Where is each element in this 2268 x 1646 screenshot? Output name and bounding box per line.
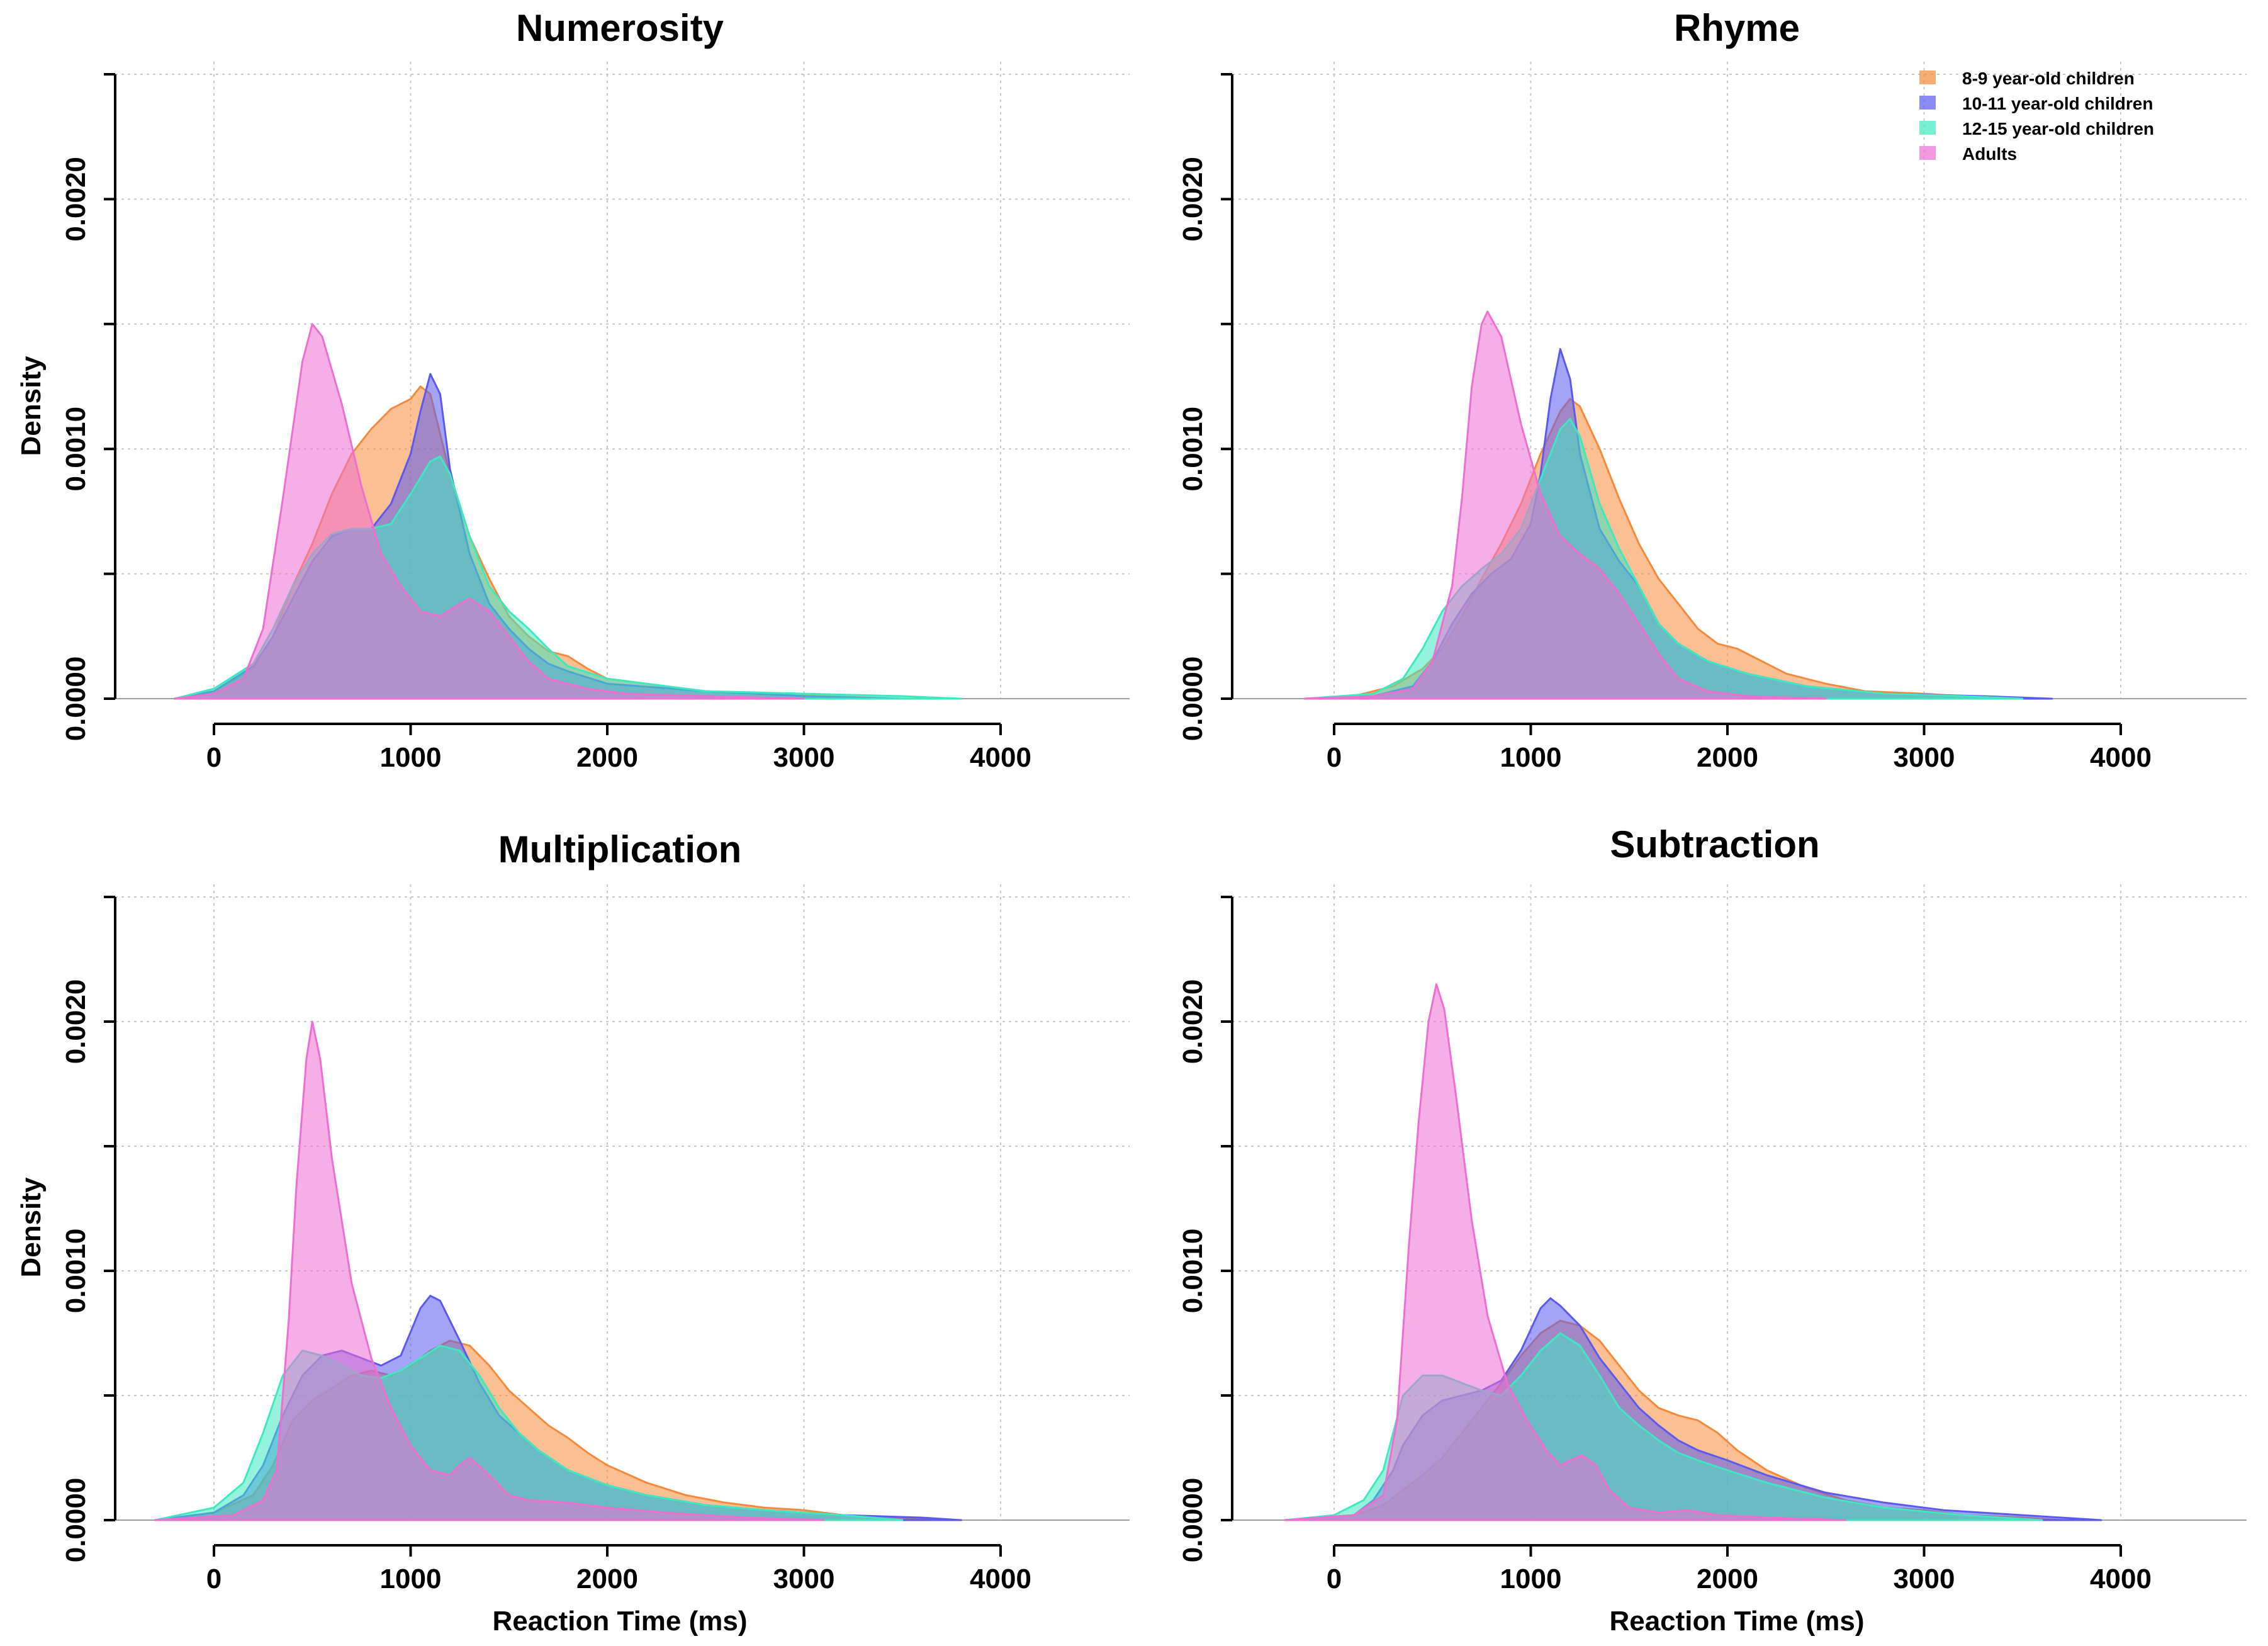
x-axis-label: Reaction Time (ms) bbox=[492, 1606, 747, 1637]
y-tick-label: 0.0000 bbox=[60, 1478, 91, 1563]
legend-swatch-g4 bbox=[1919, 146, 1936, 160]
x-tick-label: 4000 bbox=[970, 742, 1031, 773]
legend-label-g1: 8-9 year-old children bbox=[1962, 69, 2135, 88]
x-tick-label: 3000 bbox=[773, 742, 835, 773]
y-tick-label: 0.0010 bbox=[1177, 1229, 1208, 1314]
x-tick-label: 3000 bbox=[1894, 742, 1955, 773]
panel-multiplication: 0.0000 0.0010 0.0020 0 1000 2000 3000 4000 Mult… bbox=[16, 828, 1130, 1637]
plot-area: 0.0000 0.0010 0.0020 0 1000 2000 3000 4000 bbox=[60, 62, 1130, 773]
y-tick-label: 0.0010 bbox=[60, 407, 91, 492]
density-area-g3 bbox=[1303, 418, 2024, 700]
panel-title: Rhyme bbox=[1674, 7, 1800, 49]
x-tick-label: 1000 bbox=[380, 1564, 442, 1594]
x-tick-label: 0 bbox=[206, 1564, 222, 1594]
legend-swatch-g3 bbox=[1919, 121, 1936, 135]
y-axis: 0.0000 0.0010 0.0020 bbox=[60, 73, 116, 741]
legend-label-g2: 10-11 year-old children bbox=[1962, 94, 2153, 113]
panel-subtraction: 0.0000 0.0010 0.0020 0 1000 2000 3000 4000 Subt… bbox=[1177, 823, 2247, 1637]
density-area-g4 bbox=[1303, 310, 1827, 700]
x-tick-label: 0 bbox=[1327, 1564, 1342, 1594]
x-axis: 0 1000 2000 3000 4000 bbox=[206, 1544, 1031, 1594]
legend-label-g3: 12-15 year-old children bbox=[1962, 119, 2154, 138]
density-area-g4 bbox=[154, 1020, 825, 1521]
y-axis: 0.0000 0.0010 0.0020 bbox=[60, 896, 116, 1563]
plot-area: 0.0000 0.0010 0.0020 0 1000 2000 3000 4000 bbox=[1177, 62, 2247, 773]
x-tick-label: 4000 bbox=[970, 1564, 1031, 1594]
x-axis: 0 1000 2000 3000 4000 bbox=[1327, 723, 2152, 773]
density-area-g4 bbox=[174, 323, 805, 700]
x-tick-label: 4000 bbox=[2090, 742, 2152, 773]
y-axis-label: Density bbox=[16, 356, 47, 456]
y-tick-label: 0.0000 bbox=[1177, 1478, 1208, 1563]
x-axis: 0 1000 2000 3000 4000 bbox=[1327, 1544, 2152, 1594]
x-tick-label: 3000 bbox=[773, 1564, 835, 1594]
panel-rhyme: 0.0000 0.0010 0.0020 0 1000 2000 3000 4000 Rhym… bbox=[1177, 7, 2247, 773]
y-tick-label: 0.0000 bbox=[60, 657, 91, 741]
y-tick-label: 0.0000 bbox=[1177, 657, 1208, 741]
panel-title: Numerosity bbox=[516, 7, 724, 49]
legend: 8-9 year-old children 10-11 year-old chi… bbox=[1919, 69, 2154, 164]
x-tick-label: 0 bbox=[206, 742, 222, 773]
panel-title: Subtraction bbox=[1610, 823, 1819, 865]
panel-numerosity: 0.0000 0.0010 0.0020 0 1000 2000 3000 4000 Nume… bbox=[16, 7, 1130, 773]
x-tick-label: 2000 bbox=[1697, 742, 1758, 773]
x-tick-label: 1000 bbox=[1500, 1564, 1562, 1594]
x-tick-label: 2000 bbox=[1697, 1564, 1758, 1594]
y-tick-label: 0.0020 bbox=[60, 157, 91, 242]
y-tick-label: 0.0020 bbox=[1177, 979, 1208, 1064]
plot-area: 0.0000 0.0010 0.0020 0 1000 2000 3000 4000 bbox=[1177, 884, 2247, 1594]
legend-label-g4: Adults bbox=[1962, 144, 2017, 164]
legend-swatch-g2 bbox=[1919, 96, 1936, 110]
density-area-g4 bbox=[1284, 983, 1846, 1521]
x-tick-label: 2000 bbox=[576, 1564, 638, 1594]
x-axis: 0 1000 2000 3000 4000 bbox=[206, 723, 1031, 773]
panel-title: Multiplication bbox=[498, 828, 742, 871]
y-axis: 0.0000 0.0010 0.0020 bbox=[1177, 896, 1233, 1563]
x-tick-label: 0 bbox=[1327, 742, 1342, 773]
y-tick-label: 0.0020 bbox=[60, 979, 91, 1064]
legend-swatch-g1 bbox=[1919, 70, 1936, 84]
x-tick-label: 4000 bbox=[2090, 1564, 2152, 1594]
y-axis-label: Density bbox=[16, 1177, 47, 1277]
x-tick-label: 3000 bbox=[1894, 1564, 1955, 1594]
y-tick-label: 0.0010 bbox=[60, 1229, 91, 1314]
y-tick-label: 0.0010 bbox=[1177, 407, 1208, 492]
y-axis: 0.0000 0.0010 0.0020 bbox=[1177, 73, 1233, 741]
x-tick-label: 1000 bbox=[1500, 742, 1562, 773]
y-tick-label: 0.0020 bbox=[1177, 157, 1208, 242]
x-tick-label: 1000 bbox=[380, 742, 442, 773]
plot-area: 0.0000 0.0010 0.0020 0 1000 2000 3000 4000 bbox=[60, 884, 1130, 1594]
x-axis-label: Reaction Time (ms) bbox=[1609, 1606, 1864, 1637]
x-tick-label: 2000 bbox=[576, 742, 638, 773]
